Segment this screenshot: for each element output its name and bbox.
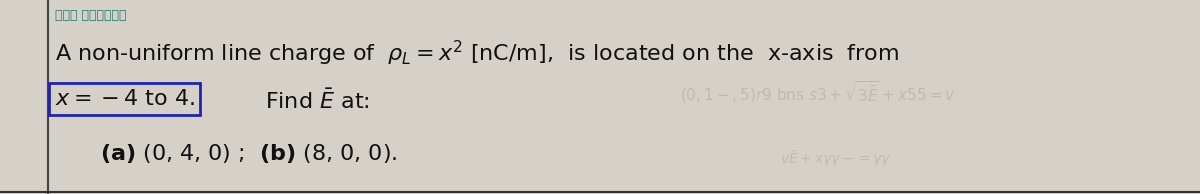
Text: Find $\bar{E}$ at:: Find $\bar{E}$ at: <box>265 89 370 113</box>
Text: A non-uniform line charge of  $\rho_L = x^2$ [nC/m],  is located on the  x-axis : A non-uniform line charge of $\rho_L = x… <box>55 39 899 68</box>
Text: $(0,1-,5)r9$ bns $s3 + \sqrt{3\bar{E}} + x55 = v$: $(0,1-,5)r9$ bns $s3 + \sqrt{3\bar{E}} +… <box>680 79 956 105</box>
Text: $v\bar{E} + x\gamma\gamma - = \gamma\gamma$: $v\bar{E} + x\gamma\gamma - = \gamma\gam… <box>780 149 892 169</box>
Text: $x = -4$ to 4.: $x = -4$ to 4. <box>55 89 194 109</box>
Text: غير منتظمة: غير منتظمة <box>55 9 126 22</box>
Text: $\bf{(a)}$ (0, 4, 0) ;  $\bf{(b)}$ (8, 0, 0).: $\bf{(a)}$ (0, 4, 0) ; $\bf{(b)}$ (8, 0,… <box>100 142 397 165</box>
